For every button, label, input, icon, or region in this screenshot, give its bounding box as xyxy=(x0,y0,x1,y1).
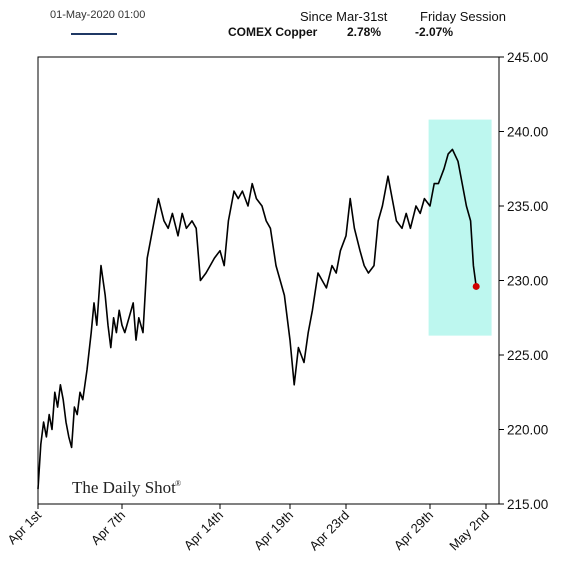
last-value-marker xyxy=(472,282,480,290)
chart-timestamp: 01-May-2020 01:00 xyxy=(50,9,146,21)
since-change-value: 2.78% xyxy=(347,25,382,39)
y-tick-label: 225.00 xyxy=(507,348,548,363)
series-line-comex-copper xyxy=(37,148,477,490)
x-tick-label: May 2nd xyxy=(446,508,492,554)
friday-change-value: -2.07% xyxy=(415,25,454,39)
y-tick-label: 245.00 xyxy=(507,50,548,65)
y-tick-label: 215.00 xyxy=(507,497,548,512)
legend-series-name: COMEX Copper xyxy=(228,25,318,39)
x-tick-label: Apr 19th xyxy=(251,508,296,553)
since-column-header: Since Mar-31st xyxy=(300,9,388,24)
friday-column-header: Friday Session xyxy=(420,9,506,24)
highlight-region xyxy=(428,119,492,336)
y-tick-label: 220.00 xyxy=(507,423,548,438)
x-tick-label: Apr 23rd xyxy=(306,508,352,554)
y-tick-label: 230.00 xyxy=(507,274,548,289)
x-tick-label: Apr 29th xyxy=(391,508,436,553)
x-tick-label: Apr 14th xyxy=(181,508,226,553)
y-tick-label: 235.00 xyxy=(507,199,548,214)
watermark-text: The Daily Shot xyxy=(72,478,176,497)
watermark-registered-mark: ® xyxy=(175,479,181,488)
legend-line-swatch xyxy=(71,33,117,35)
x-tick-label: Apr 7th xyxy=(88,508,128,548)
y-tick-label: 240.00 xyxy=(507,125,548,140)
x-tick-label: Apr 1st xyxy=(4,507,44,547)
